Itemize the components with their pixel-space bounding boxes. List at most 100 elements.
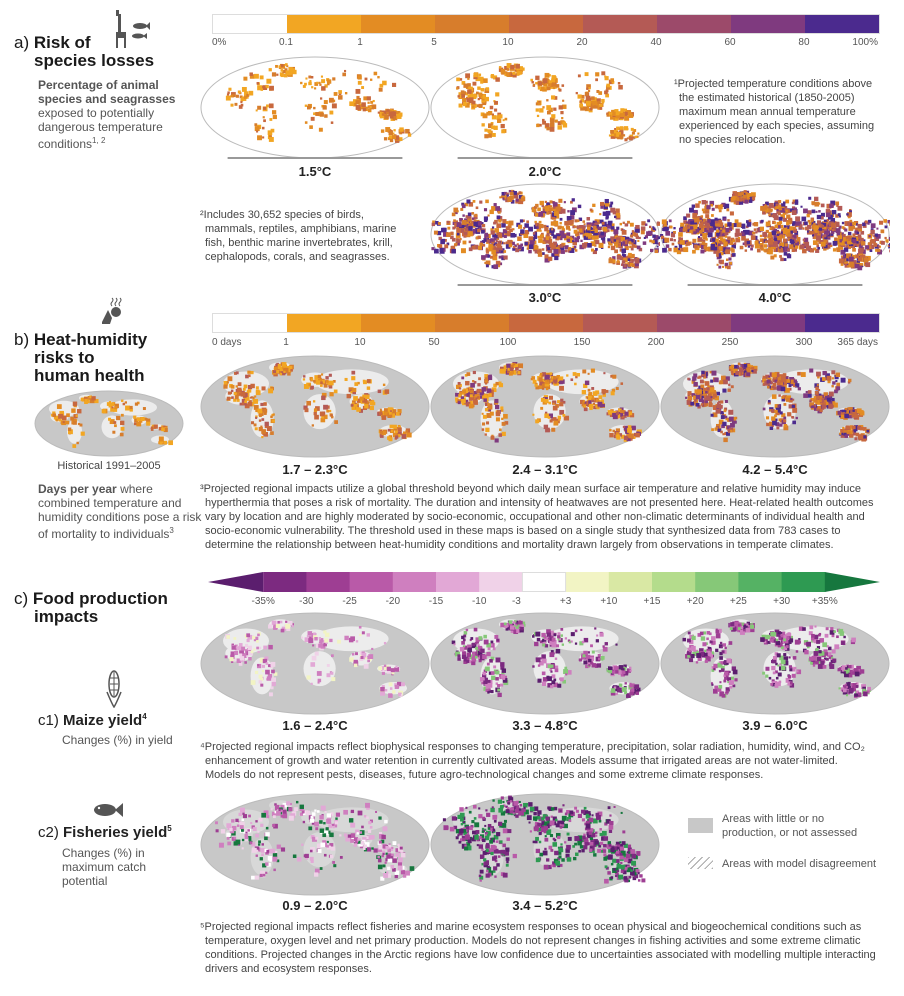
colorbar-tick-label: -10 <box>471 596 487 607</box>
colorbar-tick-label: -3 <box>511 596 521 607</box>
colorbar-segment <box>306 572 351 592</box>
colorbar-tick-label: 200 <box>647 337 665 348</box>
c2-title: c2) Fisheries yield5 <box>38 824 172 841</box>
colorbar-tick-label: 10 <box>502 37 514 48</box>
map-label: 2.4 – 3.1°C <box>512 462 578 477</box>
map-maize-1 <box>200 612 430 715</box>
map-fisheries-1 <box>200 793 430 896</box>
person-heat-icon <box>102 297 122 324</box>
colorbar-segment <box>738 572 783 592</box>
colorbar-tick-label: 100% <box>852 37 878 48</box>
legend-hatch-label: Areas with model disagreement <box>722 858 877 870</box>
colorbar-tick-label: +3 <box>559 596 572 607</box>
colorbar-segment <box>434 15 509 33</box>
map-maize-2 <box>430 612 660 715</box>
colorbar-segment <box>349 572 394 592</box>
section-c-title: c) Food production impacts <box>14 589 168 626</box>
colorbar-segment <box>565 572 610 592</box>
colorbar-segment <box>652 572 696 592</box>
colorbar-tick-label: -30 <box>299 596 314 607</box>
colorbar-heat <box>212 313 880 333</box>
colorbar-segment <box>695 572 739 592</box>
colorbar-segment <box>608 572 653 592</box>
legend-grey-swatch <box>688 818 713 833</box>
colorbar-segment <box>213 15 287 33</box>
c2-description: Changes (%) in maximum catch potential <box>62 846 147 888</box>
map-label: 1.6 – 2.4°C <box>282 718 348 733</box>
map-species-4-0c <box>660 183 894 286</box>
colorbar-species <box>212 14 880 34</box>
map-label: 2.0°C <box>528 164 562 179</box>
colorbar-tick-label: 80 <box>798 37 810 48</box>
colorbar-tick-label: -20 <box>385 596 401 607</box>
colorbar-tick-label: 0.1 <box>279 37 293 48</box>
colorbar-food <box>208 572 880 592</box>
colorbar-tick-label: -25 <box>342 596 357 607</box>
colorbar-segment <box>213 314 287 332</box>
footnote-5: ⁵Projected regional impacts reflect fish… <box>200 921 876 975</box>
world-map <box>430 355 660 458</box>
colorbar-segment <box>656 15 731 33</box>
footnote-1: ¹Projected temperature conditions above … <box>674 78 875 146</box>
map-species-2-0c <box>430 56 660 159</box>
colorbar-segment <box>286 314 361 332</box>
colorbar-tick-label: 10 <box>354 337 366 348</box>
historical-label: Historical 1991–2005 <box>57 460 161 472</box>
colorbar-segment <box>522 572 567 592</box>
section-a-description: Percentage of animal species and seagras… <box>38 78 176 151</box>
colorbar-segment <box>436 572 480 592</box>
colorbar-segment <box>286 15 361 33</box>
colorbar-segment <box>582 314 657 332</box>
colorbar-segment <box>804 314 879 332</box>
world-map <box>200 355 430 458</box>
colorbar-tick-label: +10 <box>600 596 618 607</box>
map-label: 1.7 – 2.3°C <box>282 462 348 477</box>
world-map <box>430 56 660 159</box>
footnote-3: ³Projected regional impacts utilize a gl… <box>200 483 874 551</box>
world-map <box>660 355 890 458</box>
world-map <box>34 390 184 457</box>
map-fisheries-2 <box>430 793 660 896</box>
world-map <box>200 56 430 159</box>
map-heat-3 <box>660 355 890 458</box>
colorbar-segment <box>730 314 805 332</box>
map-label: 0.9 – 2.0°C <box>282 898 348 913</box>
c1-title: c1) Maize yield4 <box>38 712 147 729</box>
colorbar-tick-label: 1 <box>357 37 363 48</box>
colorbar-tick-label: 50 <box>428 337 440 348</box>
colorbar-segment <box>730 15 805 33</box>
colorbar-segment <box>508 15 583 33</box>
colorbar-segment <box>656 314 731 332</box>
corn-icon <box>106 670 122 708</box>
map-species-3-0c <box>430 183 663 286</box>
map-heat-historical <box>34 390 184 457</box>
map-heat-1 <box>200 355 430 458</box>
map-label: 4.0°C <box>758 290 792 305</box>
map-label: 4.2 – 5.4°C <box>742 462 808 477</box>
colorbar-heat-ticks: 0 days 1 10 50 100 150 200 250 300 365 days <box>212 337 878 351</box>
colorbar-segment <box>508 314 583 332</box>
legend-grey-label: Areas with little or no production, or n… <box>722 813 858 839</box>
colorbar-segment <box>781 572 826 592</box>
map-label: 3.3 – 4.8°C <box>512 718 578 733</box>
colorbar-tick-label: 100 <box>499 337 517 348</box>
map-maize-3 <box>660 612 890 715</box>
colorbar-tick-label: 250 <box>721 337 739 348</box>
colorbar-tick-label: 40 <box>650 37 662 48</box>
world-map <box>430 612 660 715</box>
fish-icon <box>94 803 123 817</box>
legend-hatch-swatch <box>688 857 713 869</box>
colorbar-segment <box>582 15 657 33</box>
colorbar-tick-label: 300 <box>795 337 813 348</box>
world-map <box>430 793 660 896</box>
world-map <box>200 793 430 896</box>
giraffe-fish-icon <box>116 10 150 48</box>
colorbar-segment <box>360 314 435 332</box>
colorbar-tick-label: +25 <box>729 596 747 607</box>
colorbar-tick-label: 60 <box>724 37 736 48</box>
colorbar-tick-label: 365 days <box>837 337 878 348</box>
colorbar-tick-label: +30 <box>773 596 791 607</box>
world-map <box>660 612 890 715</box>
section-a-title: a) Risk of species losses <box>14 33 155 70</box>
colorbar-segment <box>360 15 435 33</box>
